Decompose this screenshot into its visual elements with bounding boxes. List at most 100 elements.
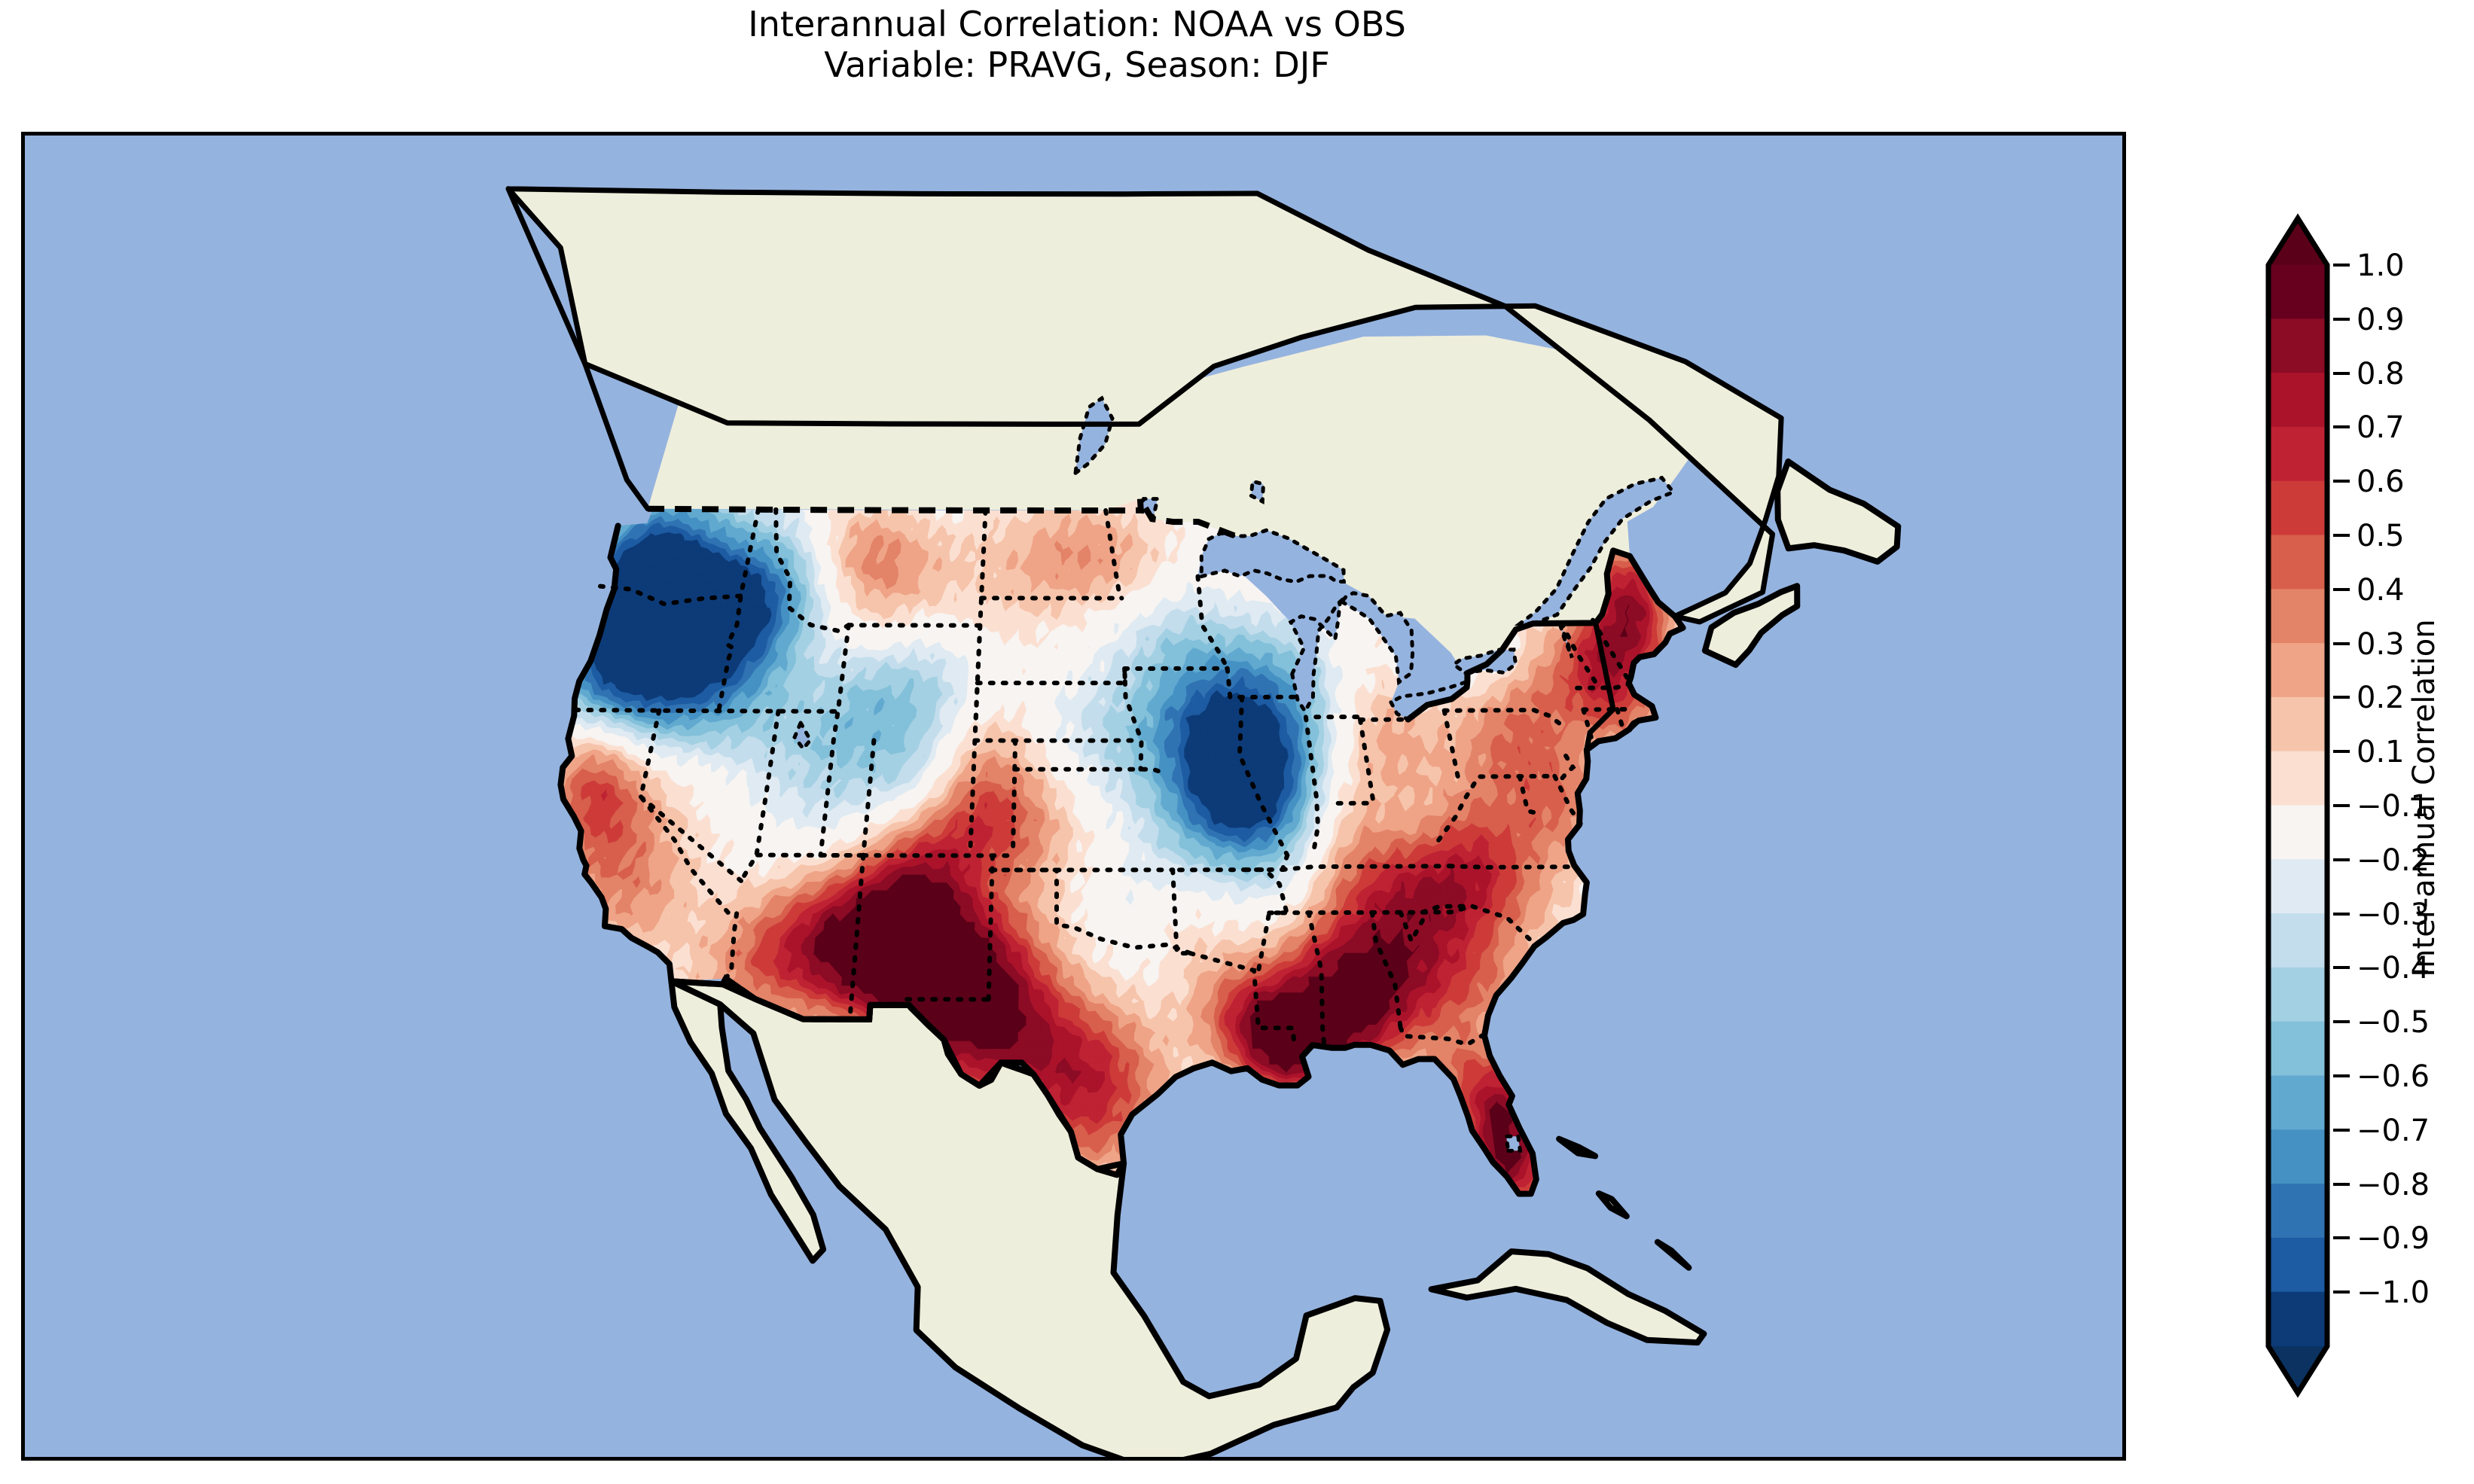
state-border <box>1559 753 1576 782</box>
colorbar-band <box>2268 1184 2327 1239</box>
colorbar-tick-mark <box>2333 1236 2350 1240</box>
colorbar-tick-label: 0.3 <box>2357 626 2405 662</box>
colorbar-tick-label: −0.9 <box>2357 1221 2430 1257</box>
state-border <box>1398 910 1429 947</box>
title-line-1: Interannual Correlation: NOAA vs OBS <box>748 4 1406 44</box>
colorbar-band <box>2268 859 2327 915</box>
colorbar-band <box>2268 589 2327 644</box>
colorbar-band <box>2268 318 2327 374</box>
state-border <box>1420 904 1536 946</box>
coastline <box>557 523 675 985</box>
colorbar-tick-label: −0.7 <box>2357 1113 2430 1148</box>
colorbar-tick-mark <box>2333 1128 2350 1132</box>
state-border <box>1575 681 1631 690</box>
state-border <box>1303 715 1321 858</box>
colorbar-band <box>2268 426 2327 482</box>
state-border <box>1122 666 1144 772</box>
colorbar-tick-label: −0.5 <box>2357 1005 2430 1041</box>
lake-polygon <box>1072 395 1115 477</box>
state-border <box>1615 707 1625 729</box>
state-border <box>1398 1025 1484 1047</box>
colorbar-ticks: 1.0 0.9 0.8 0.7 0.6 0.5 0.4 0.3 0.2 0.1 −0.1 −0.2 −0… <box>2333 218 2439 1393</box>
great-lakes-layer <box>792 395 1676 1153</box>
state-border <box>1358 717 1376 806</box>
land-polygon <box>1777 461 1899 562</box>
state-border <box>739 708 781 883</box>
colorbar-tick-label: 0.6 <box>2357 465 2405 500</box>
colorbar-axis-label: Inter-annual Correlation <box>2407 619 2442 977</box>
coastline <box>1701 583 1801 668</box>
state-border <box>1559 620 1602 692</box>
state-border <box>573 707 840 714</box>
colorbar-band <box>2268 967 2327 1022</box>
colorbar-tick-mark <box>2333 641 2350 645</box>
colorbar-band <box>2268 643 2327 698</box>
coastline <box>668 978 827 1264</box>
land-polygon <box>1431 1251 1704 1343</box>
lake-polygon <box>1504 1134 1523 1153</box>
colorbar-tick-mark <box>2333 750 2350 754</box>
state-border <box>1188 951 1297 1050</box>
colorbar-over-arrow <box>2268 218 2327 265</box>
colorbar-band <box>2268 535 2327 590</box>
lake-polygon <box>1339 591 1415 686</box>
state-border <box>818 623 851 858</box>
colorbar-tick-mark <box>2333 317 2350 321</box>
land-polygon <box>648 335 1697 673</box>
colorbar-tick-label: 0.7 <box>2357 410 2405 446</box>
colorbar-band <box>2268 1021 2327 1077</box>
colorbar-tick-label: 0.4 <box>2357 572 2405 608</box>
coastline <box>1774 458 1902 565</box>
colorbar-band <box>2268 1075 2327 1131</box>
lake-polygon <box>792 718 813 752</box>
state-border <box>1447 864 1577 870</box>
colorbar-band <box>2268 751 2327 806</box>
state-border <box>1170 867 1193 956</box>
international-border <box>648 497 1244 542</box>
colorbar-bands <box>2268 218 2327 1393</box>
state-border <box>1225 666 1300 700</box>
colorbar <box>2265 213 2330 1398</box>
colorbar-tick-mark <box>2333 966 2350 970</box>
lake-polygon <box>1249 479 1266 504</box>
state-border <box>1436 773 1557 843</box>
colorbar-tick-mark <box>2333 371 2350 375</box>
correlation-contour-map <box>25 136 2122 1457</box>
land-outside-domain <box>508 188 1899 1457</box>
coastline <box>1595 1190 1630 1220</box>
colorbar-tick-label: 0.8 <box>2357 356 2405 392</box>
land-polygon <box>1704 586 1798 665</box>
state-border <box>773 507 851 634</box>
colorbar-tick-mark <box>2333 480 2350 483</box>
state-border <box>1306 910 1327 1050</box>
colorbar-tick-label: −0.2 <box>2357 843 2430 878</box>
colorbar-band <box>2268 1129 2327 1185</box>
colorbar-band <box>2268 480 2327 536</box>
land-polygon <box>671 981 824 1261</box>
state-border <box>1517 774 1542 816</box>
colorbar-tick-label: 0.2 <box>2357 681 2405 716</box>
state-borders-layer <box>573 497 1631 1173</box>
colorbar-tick-mark <box>2333 912 2350 916</box>
state-border <box>1237 694 1290 858</box>
lake-polygon <box>1557 622 1574 659</box>
colorbar-tick-mark <box>2333 534 2350 537</box>
state-border <box>1195 574 1230 671</box>
state-border <box>1441 707 1566 730</box>
colorbar-band <box>2268 805 2327 861</box>
state-border <box>638 708 740 981</box>
state-border <box>1267 904 1475 916</box>
land-polygon <box>508 188 1782 750</box>
coastline <box>668 975 1391 1457</box>
colorbar-tick-mark <box>2333 858 2350 861</box>
state-border <box>1243 867 1290 973</box>
colorbar-band <box>2268 913 2327 968</box>
coastline <box>1654 1239 1692 1271</box>
colorbar-tick-mark <box>2333 696 2350 699</box>
state-border <box>1441 708 1460 779</box>
state-border <box>1581 706 1630 712</box>
state-border <box>1280 864 1452 872</box>
state-border <box>1369 910 1403 1033</box>
lake-polygon <box>1514 475 1676 626</box>
colorbar-tick-label: −0.4 <box>2357 951 2430 986</box>
